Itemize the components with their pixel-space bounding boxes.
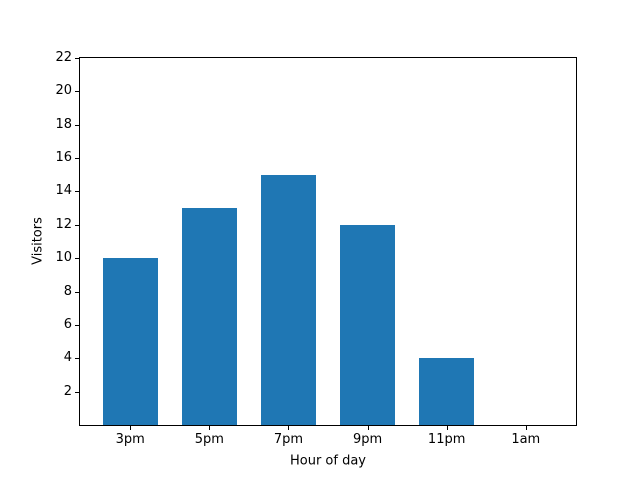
y-tick <box>75 124 79 126</box>
y-tick-label: 22 <box>55 50 72 65</box>
x-axis-label: Hour of day <box>289 453 367 469</box>
y-tick <box>75 291 79 293</box>
bar <box>102 258 158 425</box>
x-tick <box>288 426 290 430</box>
y-tick <box>75 191 79 193</box>
bar <box>418 358 475 425</box>
y-tick <box>75 258 79 260</box>
bar <box>339 224 396 425</box>
y-tick-label: 14 <box>55 183 72 199</box>
y-tick <box>75 58 79 59</box>
y-tick-label: 18 <box>55 116 72 132</box>
bar <box>260 174 317 425</box>
x-tick-label: 11pm <box>427 432 466 447</box>
x-tick-label: 1am <box>511 432 541 447</box>
x-tick-label: 5pm <box>194 432 224 447</box>
y-axis-label: Visitors <box>30 217 46 265</box>
x-tick <box>209 426 211 430</box>
y-tick-label: 2 <box>63 383 72 399</box>
y-tick-label: 16 <box>55 150 72 166</box>
y-tick <box>75 91 79 93</box>
plot-area: 3pm 5pm 7pm 9pm 11pm 1am 2 4 6 8 10 12 14 16 18 20 22 <box>55 51 577 447</box>
y-tick-label: 12 <box>55 216 72 232</box>
x-tick <box>367 426 369 430</box>
y-tick-label: 20 <box>55 83 72 99</box>
x-tick-label: 9pm <box>352 432 383 447</box>
x-tick <box>446 426 448 430</box>
y-tick <box>75 158 79 160</box>
y-tick-label: 6 <box>63 316 72 332</box>
y-tick <box>75 224 79 226</box>
y-tick-label: 10 <box>55 250 72 266</box>
bar <box>181 208 237 425</box>
y-tick <box>75 358 79 360</box>
y-tick <box>75 324 79 326</box>
y-tick-label: 4 <box>63 350 72 366</box>
x-tick-label: 3pm <box>115 432 145 447</box>
x-tick <box>130 426 132 430</box>
y-tick-label: 8 <box>63 283 72 299</box>
y-tick <box>75 391 79 393</box>
x-tick-label: 7pm <box>273 432 304 447</box>
x-tick <box>525 426 527 430</box>
